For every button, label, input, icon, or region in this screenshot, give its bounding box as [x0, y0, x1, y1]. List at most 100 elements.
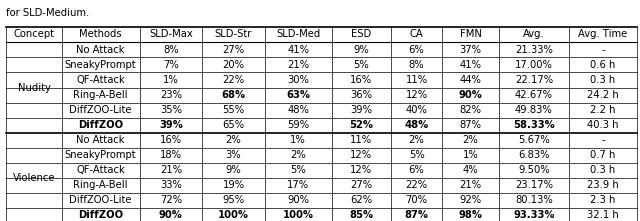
Text: 39%: 39% — [350, 105, 372, 115]
Text: 48%: 48% — [404, 120, 429, 130]
Text: 0.6 h: 0.6 h — [590, 60, 616, 70]
Text: 18%: 18% — [160, 150, 182, 160]
Text: 39%: 39% — [159, 120, 183, 130]
Text: 70%: 70% — [406, 195, 428, 205]
Text: 27%: 27% — [350, 180, 372, 190]
Text: Ring-A-Bell: Ring-A-Bell — [74, 90, 128, 100]
Text: 2%: 2% — [291, 150, 306, 160]
Text: 40%: 40% — [406, 105, 428, 115]
Text: 62%: 62% — [350, 195, 372, 205]
Text: 21%: 21% — [287, 60, 309, 70]
Text: 23.17%: 23.17% — [515, 180, 553, 190]
Text: 5%: 5% — [409, 150, 424, 160]
Text: 0.3 h: 0.3 h — [590, 75, 616, 85]
Text: CA: CA — [410, 29, 424, 40]
Text: 5.67%: 5.67% — [518, 135, 550, 145]
Text: 93.33%: 93.33% — [513, 210, 555, 220]
Text: 48%: 48% — [287, 105, 309, 115]
Text: 5%: 5% — [353, 60, 369, 70]
Text: 40.3 h: 40.3 h — [588, 120, 619, 130]
Text: 2%: 2% — [463, 135, 479, 145]
Text: 42.67%: 42.67% — [515, 90, 553, 100]
Text: DiffZOO-Lite: DiffZOO-Lite — [69, 105, 132, 115]
Text: DiffZOO-Lite: DiffZOO-Lite — [69, 195, 132, 205]
Text: SLD-Med: SLD-Med — [276, 29, 321, 40]
Text: for SLD-Medium.: for SLD-Medium. — [6, 8, 90, 18]
Text: 90%: 90% — [287, 195, 309, 205]
Text: 52%: 52% — [349, 120, 373, 130]
Text: 68%: 68% — [221, 90, 246, 100]
Text: 16%: 16% — [350, 75, 372, 85]
Text: 6%: 6% — [409, 165, 424, 175]
Text: ESD: ESD — [351, 29, 371, 40]
Text: 87%: 87% — [404, 210, 429, 220]
Text: 9.50%: 9.50% — [518, 165, 550, 175]
Text: 63%: 63% — [286, 90, 310, 100]
Text: 90%: 90% — [459, 90, 483, 100]
Text: SLD-Max: SLD-Max — [149, 29, 193, 40]
Text: 8%: 8% — [163, 45, 179, 55]
Text: 7%: 7% — [163, 60, 179, 70]
Text: FMN: FMN — [460, 29, 481, 40]
Text: No Attack: No Attack — [76, 45, 125, 55]
Text: 6%: 6% — [409, 45, 424, 55]
Text: 21%: 21% — [160, 165, 182, 175]
Text: 87%: 87% — [460, 120, 481, 130]
Text: QF-Attack: QF-Attack — [76, 165, 125, 175]
Text: Avg.: Avg. — [523, 29, 545, 40]
Text: 72%: 72% — [160, 195, 182, 205]
Text: 95%: 95% — [222, 195, 244, 205]
Text: 41%: 41% — [460, 60, 481, 70]
Text: -: - — [601, 135, 605, 145]
Text: 35%: 35% — [160, 105, 182, 115]
Text: 12%: 12% — [350, 165, 372, 175]
Text: Concept: Concept — [13, 29, 54, 40]
Text: Nudity: Nudity — [18, 82, 51, 93]
Text: SneakyPrompt: SneakyPrompt — [65, 150, 136, 160]
Text: 1%: 1% — [463, 150, 479, 160]
Text: Ring-A-Bell: Ring-A-Bell — [74, 180, 128, 190]
Text: 27%: 27% — [222, 45, 244, 55]
Text: DiffZOO: DiffZOO — [78, 210, 124, 220]
Text: 44%: 44% — [460, 75, 481, 85]
Text: 23%: 23% — [160, 90, 182, 100]
Text: 20%: 20% — [223, 60, 244, 70]
Text: SLD-Str: SLD-Str — [215, 29, 252, 40]
Text: 80.13%: 80.13% — [515, 195, 553, 205]
Text: 22%: 22% — [222, 75, 244, 85]
Text: 0.3 h: 0.3 h — [590, 165, 616, 175]
Text: 9%: 9% — [353, 45, 369, 55]
Text: QF-Attack: QF-Attack — [76, 75, 125, 85]
Text: 23.9 h: 23.9 h — [587, 180, 619, 190]
Text: Methods: Methods — [79, 29, 122, 40]
Text: 19%: 19% — [222, 180, 244, 190]
Text: 9%: 9% — [225, 165, 241, 175]
Text: 24.2 h: 24.2 h — [587, 90, 619, 100]
Text: 1%: 1% — [291, 135, 306, 145]
Text: 2.2 h: 2.2 h — [590, 105, 616, 115]
Text: 21%: 21% — [460, 180, 482, 190]
Text: 2%: 2% — [225, 135, 241, 145]
Text: 92%: 92% — [460, 195, 482, 205]
Text: 85%: 85% — [349, 210, 373, 220]
Text: 8%: 8% — [409, 60, 424, 70]
Text: 17%: 17% — [287, 180, 309, 190]
Text: 11%: 11% — [350, 135, 372, 145]
Text: 36%: 36% — [350, 90, 372, 100]
Text: 55%: 55% — [222, 105, 244, 115]
Text: -: - — [601, 45, 605, 55]
Text: 22%: 22% — [406, 180, 428, 190]
Text: 12%: 12% — [350, 150, 372, 160]
Text: 100%: 100% — [283, 210, 314, 220]
Text: 90%: 90% — [159, 210, 183, 220]
Text: 0.7 h: 0.7 h — [590, 150, 616, 160]
Text: 21.33%: 21.33% — [515, 45, 553, 55]
Text: SneakyPrompt: SneakyPrompt — [65, 60, 136, 70]
Text: Violence: Violence — [13, 173, 55, 183]
Text: No Attack: No Attack — [76, 135, 125, 145]
Text: 37%: 37% — [460, 45, 481, 55]
Text: 49.83%: 49.83% — [515, 105, 553, 115]
Text: 65%: 65% — [222, 120, 244, 130]
Text: 5%: 5% — [291, 165, 306, 175]
Text: 2.3 h: 2.3 h — [590, 195, 616, 205]
